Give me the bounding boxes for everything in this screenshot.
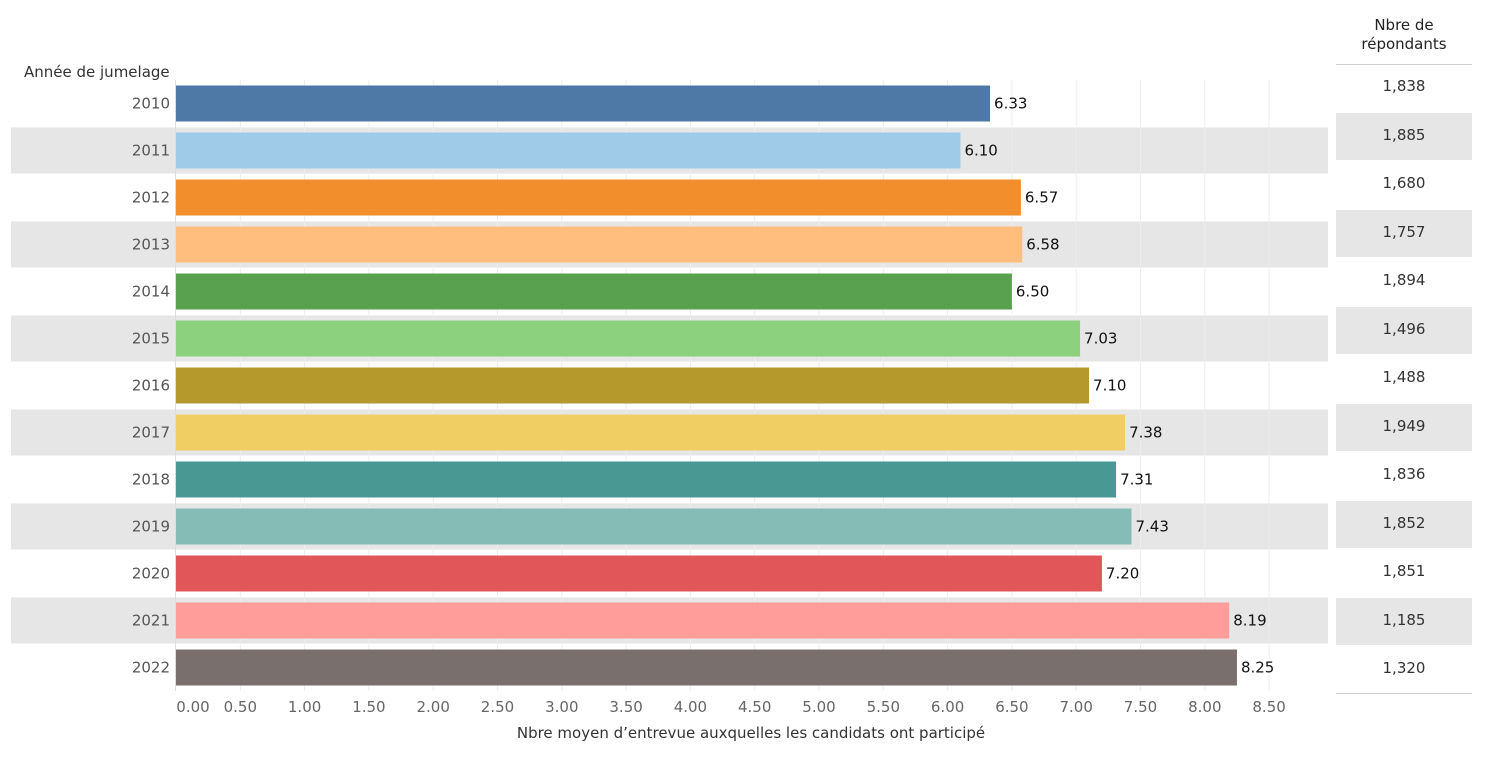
x-tick-label: 3.50 [609,698,642,716]
x-tick-label: 3.00 [545,698,578,716]
respondents-row: 1,320 [1336,646,1472,693]
category-label: 2015 [132,330,170,348]
bar [176,602,1230,639]
value-label: 8.25 [1241,659,1274,677]
bar [176,414,1126,451]
respondents-header-line-1: Nbre de [1374,16,1434,34]
bar [176,320,1081,357]
bar [176,132,961,169]
x-tick-label: 2.50 [481,698,514,716]
bar [176,85,991,122]
category-label: 2019 [132,518,170,536]
category-label: 2016 [132,377,170,395]
x-tick-label: 4.00 [674,698,707,716]
respondents-row: 1,894 [1336,258,1472,305]
x-tick-label: 1.50 [352,698,385,716]
x-tick-label: 0.00 [176,698,209,716]
category-label: 2014 [132,283,170,301]
value-label: 7.10 [1093,377,1126,395]
respondents-top-rule [1336,64,1472,65]
category-label: 2020 [132,565,170,583]
value-label: 7.03 [1084,330,1117,348]
value-label: 7.20 [1106,565,1139,583]
category-label: 2011 [132,142,170,160]
x-tick-label: 5.00 [802,698,835,716]
y-axis-title: Année de jumelage [24,63,170,81]
respondents-row: 1,949 [1336,403,1472,451]
value-label: 6.58 [1026,236,1059,254]
respondents-row: 1,185 [1336,597,1472,645]
x-tick-label: 1.00 [288,698,321,716]
bar [176,461,1117,498]
category-label: 2017 [132,424,170,442]
bar [176,555,1102,592]
x-tick-label: 8.00 [1188,698,1221,716]
respondents-value: 1,852 [1382,513,1426,532]
respondents-row: 1,680 [1336,161,1472,208]
respondents-value: 1,836 [1382,465,1426,483]
bar [176,273,1012,310]
value-label: 7.43 [1135,518,1168,536]
value-label: 8.19 [1233,612,1266,630]
x-tick-label: 7.50 [1124,698,1157,716]
category-label: 2010 [132,95,170,113]
respondents-row: 1,885 [1336,112,1472,160]
x-tick-label: 8.50 [1252,698,1285,716]
x-tick-label: 6.00 [931,698,964,716]
respondents-value: 1,680 [1382,174,1426,192]
value-label: 7.38 [1129,424,1162,442]
respondents-value: 1,851 [1382,562,1426,580]
category-label: 2021 [132,612,170,630]
respondents-header-line-2: répondants [1361,35,1447,53]
respondents-row: 1,496 [1336,306,1472,354]
respondents-value: 1,185 [1382,610,1426,629]
respondents-value: 1,894 [1382,271,1426,289]
value-label: 6.10 [964,142,997,160]
respondents-value: 1,320 [1382,659,1426,677]
x-tick-label: 6.50 [995,698,1028,716]
bar [176,508,1132,545]
category-label: 2018 [132,471,170,489]
respondents-value: 1,757 [1382,222,1426,241]
value-label: 6.57 [1025,189,1058,207]
x-tick-label: 7.00 [1059,698,1092,716]
respondents-value: 1,496 [1382,319,1426,338]
respondents-row: 1,851 [1336,549,1472,596]
respondents-row: 1,488 [1336,355,1472,402]
x-tick-label: 5.50 [867,698,900,716]
respondents-row: 1,838 [1336,64,1472,111]
bar [176,649,1237,686]
respondents-value: 1,488 [1382,368,1426,386]
category-label: 2012 [132,189,170,207]
category-label: 2013 [132,236,170,254]
value-label: 6.50 [1016,283,1049,301]
respondents-header: Nbre de répondants [1336,16,1472,54]
category-label: 2022 [132,659,170,677]
respondents-value: 1,949 [1382,416,1426,435]
x-tick-label: 2.00 [416,698,449,716]
bar [176,226,1023,263]
x-tick-label: 4.50 [738,698,771,716]
respondents-bottom-rule [1336,693,1472,694]
respondents-value: 1,885 [1382,125,1426,144]
respondents-value: 1,838 [1382,77,1426,95]
bar [176,179,1021,216]
value-label: 7.31 [1120,471,1153,489]
bar-chart: Année de jumelage 2010 6.33 2011 6.10 2012 6.5… [11,63,1328,742]
respondents-row: 1,836 [1336,452,1472,499]
respondents-row: 1,757 [1336,209,1472,257]
x-axis-title: Nbre moyen d’entrevue auxquelles les can… [517,724,985,742]
value-label: 6.33 [994,95,1027,113]
respondents-row: 1,852 [1336,500,1472,548]
bar [176,367,1090,404]
x-tick-label: 0.50 [224,698,257,716]
